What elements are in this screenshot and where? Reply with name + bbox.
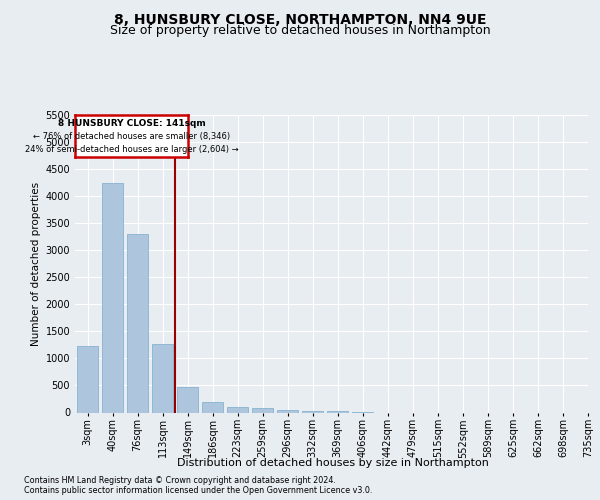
Bar — [127, 234, 148, 412]
Text: 8, HUNSBURY CLOSE, NORTHAMPTON, NN4 9UE: 8, HUNSBURY CLOSE, NORTHAMPTON, NN4 9UE — [114, 12, 486, 26]
Text: Contains HM Land Registry data © Crown copyright and database right 2024.: Contains HM Land Registry data © Crown c… — [24, 476, 336, 485]
Text: ← 76% of detached houses are smaller (8,346): ← 76% of detached houses are smaller (8,… — [33, 132, 230, 140]
Bar — [177, 386, 198, 412]
Bar — [227, 407, 248, 412]
Bar — [152, 344, 173, 412]
Text: Distribution of detached houses by size in Northampton: Distribution of detached houses by size … — [177, 458, 489, 468]
Bar — [277, 410, 298, 412]
Bar — [77, 346, 98, 412]
Bar — [202, 402, 223, 412]
Y-axis label: Number of detached properties: Number of detached properties — [31, 182, 41, 346]
Text: 24% of semi-detached houses are larger (2,604) →: 24% of semi-detached houses are larger (… — [25, 145, 238, 154]
Bar — [302, 410, 323, 412]
Text: Size of property relative to detached houses in Northampton: Size of property relative to detached ho… — [110, 24, 490, 37]
Text: Contains public sector information licensed under the Open Government Licence v3: Contains public sector information licen… — [24, 486, 373, 495]
Bar — [252, 408, 274, 412]
Text: 8 HUNSBURY CLOSE: 141sqm: 8 HUNSBURY CLOSE: 141sqm — [58, 119, 205, 128]
Bar — [102, 182, 123, 412]
